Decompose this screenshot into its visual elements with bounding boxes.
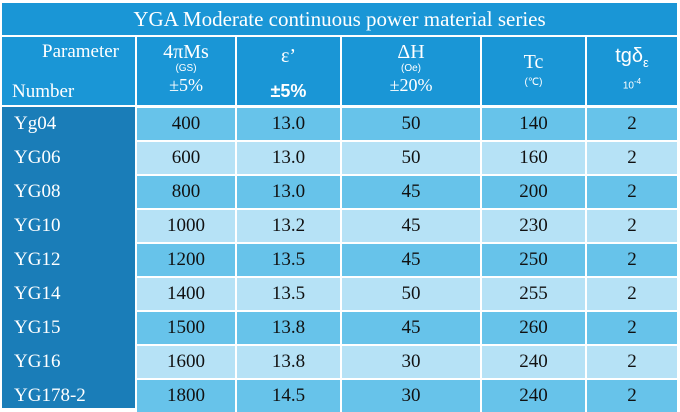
table-cell-tc: 260 [482, 312, 585, 344]
table-cell-dh: 30 [342, 346, 480, 378]
table-cell-tg: 2 [587, 312, 677, 344]
table-title: YGA Moderate continuous power material s… [2, 3, 677, 35]
table-cell-ms: 1500 [137, 312, 235, 344]
header-delta-h-tolerance: ±20% [389, 75, 433, 95]
header-delta-h-main: ΔH [397, 41, 425, 63]
number-label: Number [12, 81, 75, 102]
header-4pims-tolerance: ±5% [169, 75, 203, 95]
header-4pims-unit: (GS) [175, 63, 197, 74]
table-cell-tg: 2 [587, 142, 677, 174]
number-column [2, 107, 135, 408]
table-cell-tc: 160 [482, 142, 585, 174]
header-tg-delta-text: tgδ [615, 45, 643, 67]
header-delta-h-unit: (Oe) [401, 63, 421, 74]
table-cell-ms: 800 [137, 176, 235, 208]
header-4pims-main: 4πMs [163, 41, 209, 63]
table-cell-eps: 14.5 [237, 380, 340, 412]
header-tg-delta-main: tgδε [615, 45, 649, 74]
header-tc-unit: (℃) [524, 77, 543, 88]
table-cell-tc: 140 [482, 108, 585, 140]
header-tg-delta-unit: 10-4 [623, 76, 641, 92]
table-cell-tc: 250 [482, 244, 585, 276]
row-number-label: Yg04 [14, 112, 57, 134]
table-cell-tg: 2 [587, 176, 677, 208]
table-cell-tg: 2 [587, 244, 677, 276]
table-cell-ms: 400 [137, 108, 235, 140]
header-tg-delta: tgδε 10-4 [587, 37, 677, 105]
table-cell-dh: 45 [342, 210, 480, 242]
header-tg-delta-unit-exp: -4 [634, 77, 642, 86]
header-epsilon-main: ε’ [280, 45, 297, 67]
table-cell-tc: 240 [482, 346, 585, 378]
table-cell-ms: 1800 [137, 380, 235, 412]
table-cell-ms: 1400 [137, 278, 235, 310]
table-cell-tc: 255 [482, 278, 585, 310]
header-4pims: 4πMs (GS) ±5% [137, 37, 235, 105]
table-cell-eps: 13.5 [237, 278, 340, 310]
table-cell-tg: 2 [587, 210, 677, 242]
table-cell-ms: 600 [137, 142, 235, 174]
row-number-label: YG12 [14, 248, 61, 270]
row-number-label: YG16 [14, 350, 61, 372]
table-cell-dh: 45 [342, 176, 480, 208]
row-number-label: YG178-2 [14, 384, 86, 406]
table-cell-tc: 240 [482, 380, 585, 412]
table-cell-eps: 13.8 [237, 312, 340, 344]
table-cell-dh: 50 [342, 142, 480, 174]
header-tg-delta-subscript: ε [643, 55, 649, 70]
table-cell-eps: 13.2 [237, 210, 340, 242]
row-number-label: YG10 [14, 214, 61, 236]
parameter-label: Parameter [42, 41, 120, 62]
table-cell-eps: 13.0 [237, 176, 340, 208]
row-number-label: YG06 [14, 146, 61, 168]
row-number-label: YG14 [14, 282, 61, 304]
header-parameter-cell: Parameter Number [2, 37, 135, 105]
material-table: YGA Moderate continuous power material s… [2, 3, 677, 412]
table-cell-dh: 30 [342, 380, 480, 412]
header-epsilon: ε’ ±5% [237, 37, 340, 105]
row-number-label: YG08 [14, 180, 61, 202]
table-cell-dh: 45 [342, 312, 480, 344]
table-cell-tg: 2 [587, 346, 677, 378]
header-epsilon-tolerance: ±5% [270, 81, 307, 101]
table-cell-tc: 200 [482, 176, 585, 208]
table-cell-dh: 45 [342, 244, 480, 276]
table-cell-eps: 13.0 [237, 142, 340, 174]
table-cell-eps: 13.8 [237, 346, 340, 378]
header-tc-main: Tc [523, 51, 544, 73]
header-delta-h: ΔH (Oe) ±20% [342, 37, 480, 105]
table-cell-tc: 230 [482, 210, 585, 242]
table-cell-ms: 1000 [137, 210, 235, 242]
header-tc: Tc (℃) [482, 37, 585, 105]
table-cell-ms: 1200 [137, 244, 235, 276]
header-tg-delta-unit-base: 10 [622, 80, 634, 92]
table-cell-eps: 13.5 [237, 244, 340, 276]
table-cell-tg: 2 [587, 380, 677, 412]
table-cell-ms: 1600 [137, 346, 235, 378]
table-cell-tg: 2 [587, 108, 677, 140]
table-cell-dh: 50 [342, 278, 480, 310]
row-number-label: YG15 [14, 316, 61, 338]
table-cell-tg: 2 [587, 278, 677, 310]
table-cell-dh: 50 [342, 108, 480, 140]
table-cell-eps: 13.0 [237, 108, 340, 140]
